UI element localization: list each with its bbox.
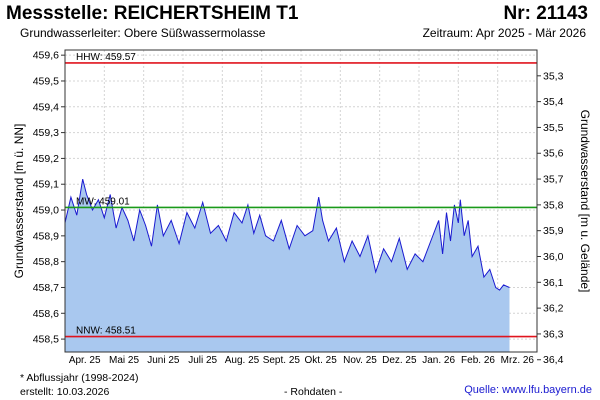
- y-tick-label: 459,1: [33, 179, 59, 191]
- right-tick-label: 35,9: [543, 225, 564, 237]
- x-tick-label: Okt. 25: [305, 355, 338, 366]
- right-tick-label: 35,8: [543, 199, 564, 211]
- source-label: Quelle: www.lfu.bayern.de: [464, 384, 592, 396]
- y-axis-label: Grundwasserstand [m ü. NN]: [12, 124, 26, 279]
- raw-data-label: - Rohdaten -: [284, 386, 343, 398]
- station-number: Nr: 21143: [503, 3, 588, 24]
- y-tick-label: 459,0: [33, 205, 59, 217]
- right-tick-label: 36,2: [543, 303, 564, 315]
- y-tick-label: 459,2: [33, 153, 59, 165]
- right-tick-label: 36,3: [543, 328, 564, 340]
- x-tick-label: Nov. 25: [343, 355, 377, 366]
- y-tick-label: 458,6: [33, 308, 59, 320]
- footnote: * Abflussjahr (1998-2024): [20, 372, 139, 384]
- y-tick-label: 458,8: [33, 256, 59, 268]
- axis-layer: 459,6 459,5 459,4 459,3 459,2 459,1 459,0 458,9…: [12, 50, 592, 367]
- y-tick-label: 458,7: [33, 282, 59, 294]
- y-tick-label: 459,5: [33, 75, 59, 87]
- x-tick-label: Juni 25: [147, 355, 180, 366]
- x-tick-label: Juli 25: [188, 355, 217, 366]
- right-tick-label: 36,0: [543, 251, 564, 263]
- x-tick-label: Mai 25: [109, 355, 139, 366]
- right-tick-label: 35,7: [543, 174, 564, 186]
- y-tick-label: 458,5: [33, 334, 59, 346]
- x-tick-label: Mrz. 26: [501, 355, 535, 366]
- right-tick-label: 36,1: [543, 277, 564, 289]
- period-label: Zeitraum: Apr 2025 - Mär 2026: [422, 26, 586, 40]
- x-tick-label: Jan. 26: [422, 355, 455, 366]
- plot-frame: [64, 49, 538, 353]
- x-tick-label: Apr. 25: [69, 355, 101, 366]
- right-tick-label: 35,6: [543, 148, 564, 160]
- x-tick-label: Feb. 26: [461, 355, 495, 366]
- y-tick-label: 459,6: [33, 50, 59, 62]
- right-tick-label: 35,4: [543, 96, 564, 108]
- series-area: [65, 179, 510, 352]
- x-tick-label: Aug. 25: [225, 355, 260, 366]
- reference-line-label: HHW: 459.57: [76, 52, 136, 63]
- right-tick-label: 35,3: [543, 70, 564, 82]
- y-tick-label: 459,3: [33, 127, 59, 139]
- created-date: erstellt: 10.03.2026: [20, 386, 110, 398]
- y-tick-label: 459,4: [33, 101, 59, 113]
- right-tick-label: 35,5: [543, 122, 564, 134]
- page-title: Messstelle: REICHERTSHEIM T1: [6, 3, 299, 24]
- aquifer-label: Grundwasserleiter: Obere Süßwassermolass…: [20, 26, 266, 40]
- series-line: [64, 178, 510, 291]
- right-tick-label: 36,4: [543, 354, 564, 366]
- reference-line-label: NNW: 458.51: [76, 326, 136, 337]
- reference-lines: HHW: 459.57 MW: 459.01 NNW: 458.51: [65, 52, 537, 338]
- x-tick-label: Dez. 25: [382, 355, 417, 366]
- right-axis-label: Grundwasserstand [m u. Gelände]: [578, 110, 592, 293]
- x-tick-label: Sept. 25: [263, 355, 301, 366]
- reference-line-label: MW: 459.01: [76, 196, 130, 207]
- y-tick-label: 458,9: [33, 230, 59, 242]
- area-layer: [64, 178, 510, 352]
